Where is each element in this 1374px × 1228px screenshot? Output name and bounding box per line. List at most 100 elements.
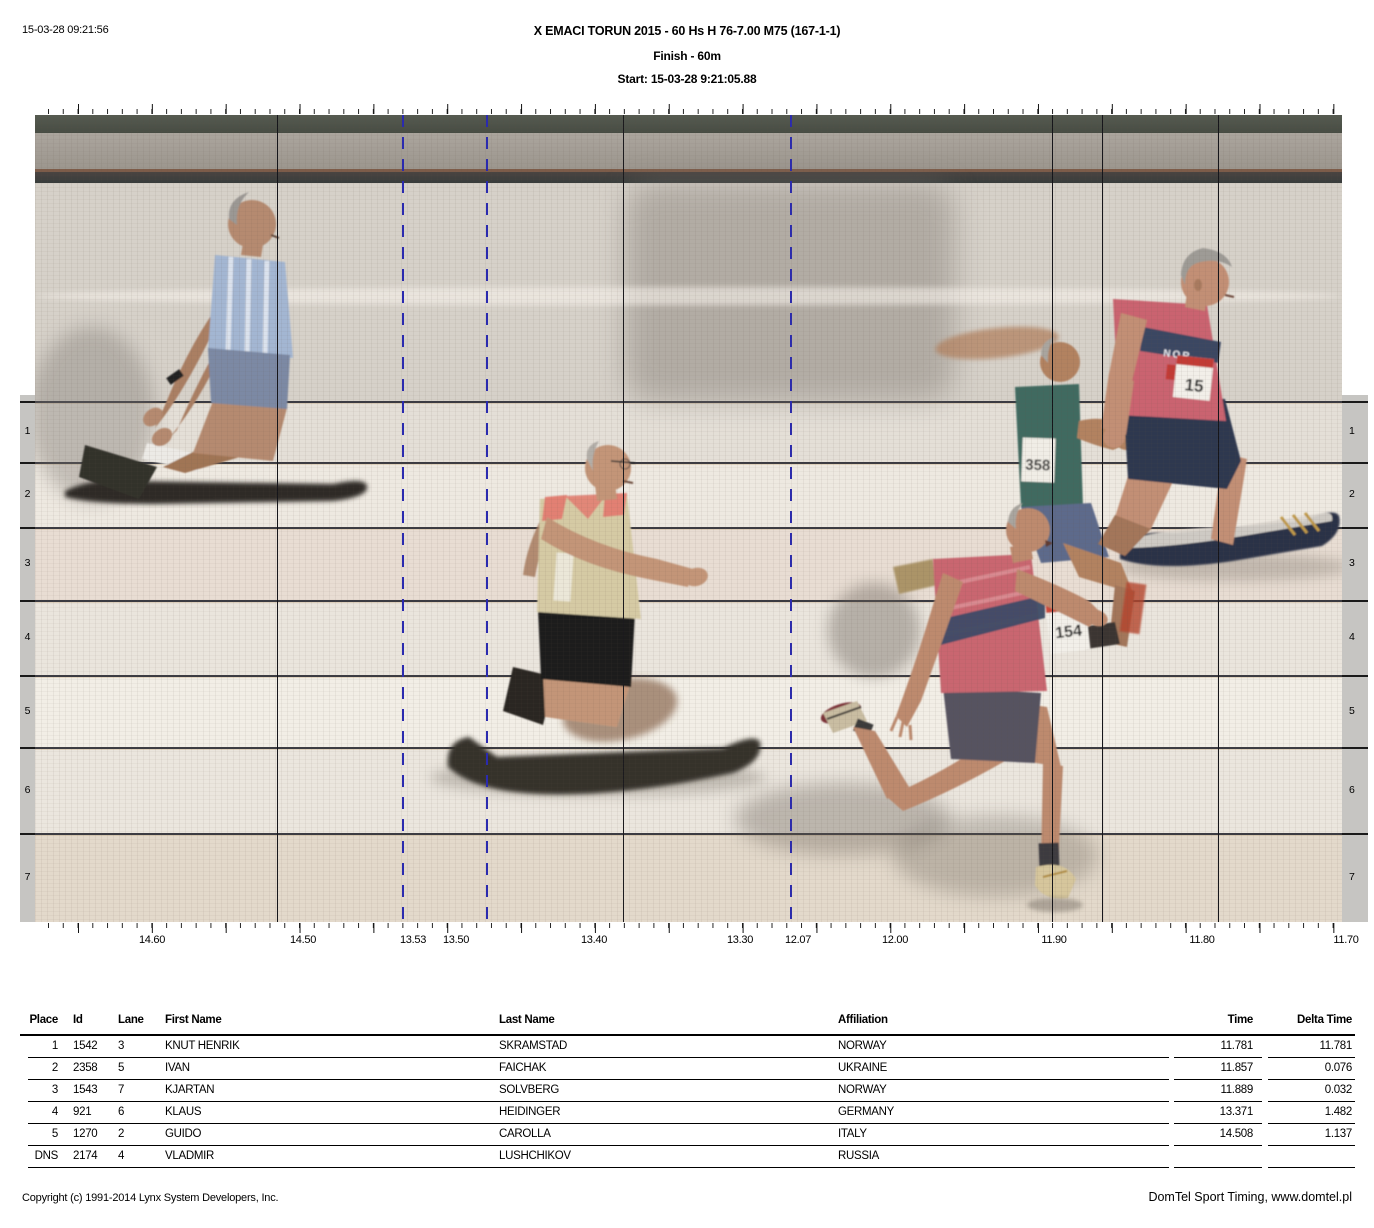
cell-lane: 6 <box>118 1106 125 1118</box>
shoe-stripe <box>826 706 862 720</box>
time-axis-label: 11.80 <box>1189 934 1215 946</box>
time-axis-label: 13.40 <box>580 934 608 946</box>
gray-hair <box>586 441 599 471</box>
timing-provider-text: DomTel Sport Timing, www.domtel.pl <box>1148 1190 1352 1204</box>
cell-first-name: VLADMIR <box>165 1150 215 1162</box>
results-header-row: Place Id Lane First Name Last Name Affil… <box>0 1014 1374 1036</box>
cell-place: 2 <box>51 1062 58 1074</box>
lane-number-right: 5 <box>1349 705 1355 717</box>
lane-5-surface <box>35 675 1342 747</box>
sock <box>1038 842 1060 868</box>
col-header-lane: Lane <box>118 1014 144 1026</box>
time-axis-label: 12.00 <box>881 934 909 946</box>
cell-lane: 2 <box>118 1128 125 1140</box>
start-time-line: Start: 15-03-28 9:21:05.88 <box>617 72 757 86</box>
cell-lane: 3 <box>118 1040 125 1052</box>
cell-time: 13.371 <box>1219 1106 1254 1118</box>
lane-strip-left: 1 2 3 4 5 6 7 <box>20 395 35 922</box>
thigh <box>543 673 631 727</box>
cell-id: 2358 <box>73 1062 98 1074</box>
red-shoe-blur <box>1119 581 1147 635</box>
lane-number-left: 5 <box>24 705 31 717</box>
gray-hair <box>1041 337 1055 363</box>
row-underline <box>28 1123 1169 1124</box>
col-header-affiliation: Affiliation <box>838 1014 888 1026</box>
runner-skramstad: NOR 15 <box>1098 248 1340 567</box>
row-underline <box>1174 1145 1262 1146</box>
shoe <box>1081 622 1120 649</box>
time-axis: 14.60 14.50 13.53 13.50 13.40 13.30 12.0… <box>0 934 1374 948</box>
runners-graphic: 358 NOR 15 <box>65 192 1340 912</box>
bib-chip <box>1165 364 1177 381</box>
back-arm <box>896 573 963 727</box>
ear <box>1194 279 1202 291</box>
legs <box>193 401 287 461</box>
gray-hair <box>1181 248 1232 285</box>
cell-time: 11.889 <box>1220 1084 1253 1096</box>
cell-id: 921 <box>73 1106 92 1118</box>
lane-number-left: 2 <box>24 488 31 500</box>
light-band <box>35 287 1342 305</box>
lane-separator <box>20 675 35 677</box>
ruler-major-ticks <box>35 923 1342 933</box>
col-header-delta-time: Delta Time <box>1297 1014 1352 1026</box>
lane-separator <box>20 462 35 464</box>
cell-time: 14.508 <box>1219 1128 1254 1140</box>
background-rail-band <box>35 115 1342 133</box>
crop-cut-line <box>486 115 488 922</box>
lane-number-right: 2 <box>1349 488 1355 500</box>
arm <box>541 517 693 587</box>
fist <box>1103 426 1125 448</box>
time-axis-label: 13.50 <box>442 934 470 946</box>
glasses-lens <box>619 458 631 470</box>
row-underline <box>28 1079 1169 1080</box>
row-underline <box>1174 1123 1262 1124</box>
singlet-band <box>937 595 1045 646</box>
singlet-band <box>1140 327 1221 363</box>
cell-lane: 4 <box>118 1150 125 1162</box>
head <box>1181 258 1229 306</box>
cell-affiliation: NORWAY <box>838 1040 887 1052</box>
upper-arm <box>1109 313 1147 381</box>
shoe-motion-smear <box>447 737 761 795</box>
cell-affiliation: RUSSIA <box>838 1150 880 1162</box>
trailing-thigh <box>1115 467 1175 529</box>
lane-line <box>35 527 1342 529</box>
cell-affiliation: GERMANY <box>838 1106 895 1118</box>
singlet-strap <box>542 495 567 521</box>
mouth <box>1045 540 1053 547</box>
lane-number-right: 1 <box>1349 425 1355 437</box>
table-row: 2 2358 5 IVAN FAICHAK UKRAINE 11.857 0.0… <box>0 1062 1374 1084</box>
cell-last-name: SOLVBERG <box>499 1084 560 1096</box>
cell-place: DNS <box>34 1150 59 1162</box>
runner-carolla <box>65 192 368 504</box>
bib-number: 358 <box>1025 457 1051 475</box>
time-axis-label: 12.07 <box>784 934 812 946</box>
bib: 15 <box>1165 355 1214 401</box>
cell-time: 11.857 <box>1220 1062 1253 1074</box>
calf <box>163 451 240 473</box>
front-arm <box>1015 569 1103 627</box>
time-ruler-bottom <box>35 923 1342 933</box>
side-bib <box>553 552 574 602</box>
cell-time: 11.781 <box>1220 1040 1253 1052</box>
bib-number: 154 <box>1054 623 1082 643</box>
bib: 358 <box>1021 437 1056 483</box>
front-shoe <box>1035 864 1076 899</box>
lane-separator <box>20 747 35 749</box>
lane-separator <box>20 833 35 835</box>
time-axis-label: 11.90 <box>1041 934 1067 946</box>
time-axis-label: 14.60 <box>138 934 166 946</box>
row-underline <box>1268 1057 1355 1058</box>
cell-place: 1 <box>51 1040 58 1052</box>
lane-separator <box>20 527 35 529</box>
row-underline <box>28 1167 1169 1168</box>
lane-number-right: 6 <box>1349 784 1355 796</box>
shoe <box>79 445 157 499</box>
row-underline <box>1268 1145 1355 1146</box>
singlet-chest <box>565 494 607 519</box>
table-row: 1 1542 3 KNUT HENRIK SKRAMSTAD NORWAY 11… <box>0 1040 1374 1062</box>
head <box>585 445 631 491</box>
header-underline <box>20 1034 1355 1036</box>
